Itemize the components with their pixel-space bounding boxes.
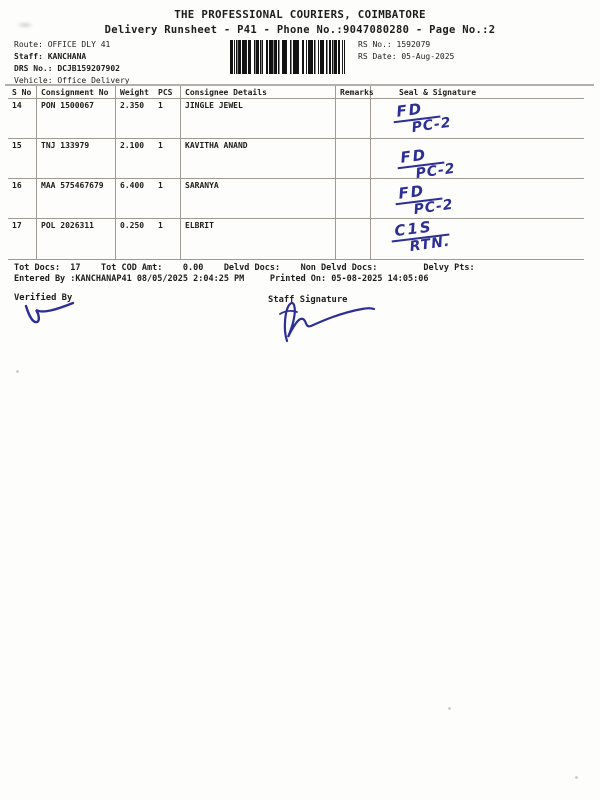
seal-code-bottom: RTN. [408,233,452,256]
cell-weight: 2.100 [120,141,145,150]
staff-line: Staff: KANCHANA [14,52,87,61]
cell-consignee: JINGLE JEWEL [181,99,336,139]
col-header-weight: Weight [120,88,149,97]
totals-line: Tot Docs: 17 Tot COD Amt: 0.00 Delvd Doc… [14,263,475,273]
cell-remarks [336,219,371,260]
cell-consignment-no: POL 2026311 [37,219,116,260]
cell-seal-signature: FD PC-2 [371,179,584,219]
consignment-table: S No Consignment No Weight PCS Consignee… [8,86,584,260]
vehicle-line: Vehicle: Office Delivery [14,76,130,85]
scan-smudge [16,21,34,29]
handwritten-seal: FD PC-2 [395,146,457,182]
rs-no-line: RS No.: 1592079 [358,40,431,49]
handwritten-seal: FD PC-2 [393,182,455,219]
cell-weight: 0.250 [120,221,145,230]
runsheet-title: Delivery Runsheet - P41 - Phone No.:9047… [104,24,496,36]
barcode [230,40,345,74]
cell-seal-signature: FD PC-2 [371,99,584,139]
cell-consignee: SARANYA [181,179,336,219]
cell-pcs: 1 [158,181,163,190]
col-header-pcs: PCS [158,88,173,97]
cell-weight-pcs: 6.400 1 [116,179,181,219]
cell-remarks [336,139,371,179]
handwritten-seal: C1S RTN. [389,218,452,256]
scan-speck [575,776,578,779]
cell-remarks [336,179,371,219]
company-title: THE PROFESSIONAL COURIERS, COIMBATORE [174,8,426,21]
col-header-weight-pcs: Weight PCS [116,86,181,99]
drs-no-line: DRS No.: DCJB159207902 [14,64,120,73]
handwritten-seal: FD PC-2 [391,100,453,137]
entered-by-line: Entered By :KANCHANAP41 08/05/2025 2:04:… [14,274,429,284]
cell-seal-signature: FD PC-2 [371,139,584,182]
seal-code-bottom: PC-2 [410,114,453,137]
col-header-sno: S No [8,86,37,99]
scan-speck [448,707,451,710]
cell-weight-pcs: 2.350 1 [116,99,181,139]
cell-weight: 6.400 [120,181,145,190]
cell-seal-signature: C1S RTN. [371,218,584,260]
staff-signature-label: Staff Signature [268,295,348,305]
scan-speck [16,370,19,373]
cell-sno: 14 [8,99,37,139]
col-header-remarks: Remarks [336,86,374,99]
cell-sno: 17 [8,219,37,260]
cell-pcs: 1 [158,141,163,150]
cell-consignee: ELBRIT [181,219,336,260]
cell-pcs: 1 [158,221,163,230]
verified-by-label: Verified By [14,293,73,303]
col-header-seal: Seal & Signature [371,86,584,99]
cell-sno: 15 [8,139,37,179]
cell-consignment-no: PON 1500067 [37,99,116,139]
header-divider [5,84,594,86]
cell-sno: 16 [8,179,37,219]
col-header-consignment: Consignment No [37,86,116,99]
staff-signature-scribble [279,301,376,343]
cell-consignment-no: TNJ 133979 [37,139,116,179]
route-line: Route: OFFICE DLY 41 [14,40,111,49]
cell-weight: 2.350 [120,101,145,110]
cell-pcs: 1 [158,101,163,110]
col-header-consignee: Consignee Details [181,86,336,99]
seal-code-bottom: PC-2 [412,196,455,219]
cell-consignee: KAVITHA ANAND [181,139,336,179]
cell-consignment-no: MAA 575467679 [37,179,116,219]
cell-weight-pcs: 0.250 1 [116,219,181,260]
cell-weight-pcs: 2.100 1 [116,139,181,179]
rs-date-line: RS Date: 05-Aug-2025 [358,52,455,61]
verified-by-signature [24,301,75,324]
cell-remarks [336,99,371,139]
